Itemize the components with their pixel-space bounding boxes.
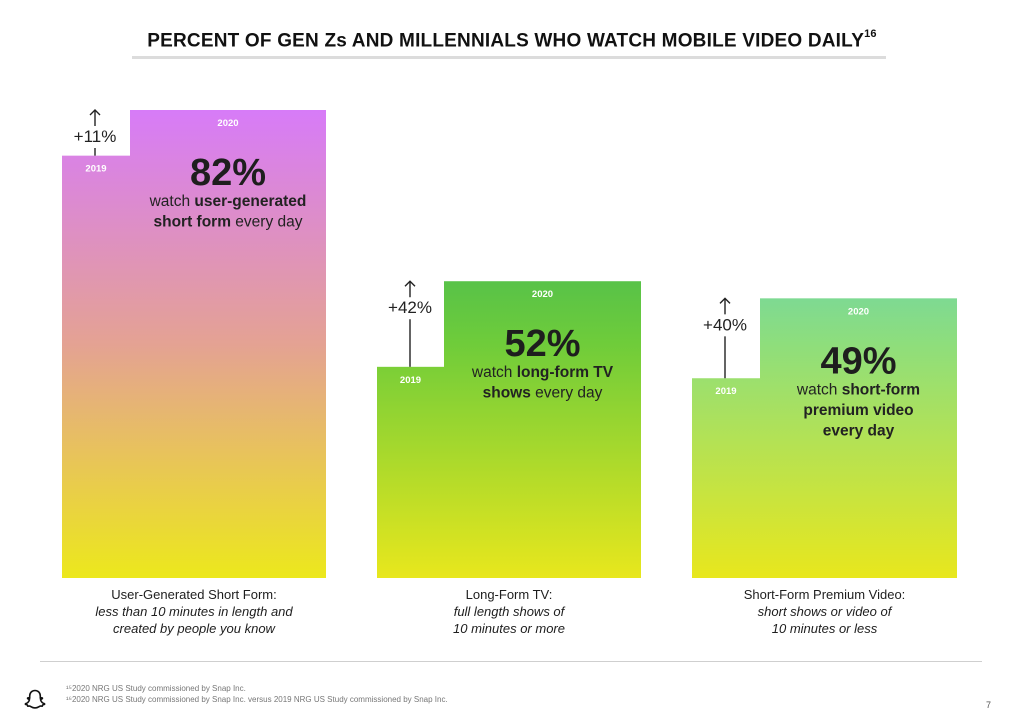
change-label: +40% bbox=[703, 315, 747, 334]
chart-title: PERCENT OF GEN Zs AND MILLENNIALS WHO WA… bbox=[147, 28, 877, 52]
description-line: watch user-generated bbox=[149, 193, 307, 210]
bar-2020-label: 2020 bbox=[848, 306, 869, 317]
description-line: short form every day bbox=[153, 214, 302, 231]
footer-divider bbox=[40, 661, 982, 662]
bar-2019-0 bbox=[62, 155, 130, 578]
page-number: 7 bbox=[985, 700, 991, 710]
bar-2020-2 bbox=[760, 298, 957, 578]
bar-2019-label: 2019 bbox=[715, 386, 736, 397]
description-line: shows every day bbox=[483, 385, 603, 402]
value-2020-label: 52% bbox=[504, 323, 580, 365]
bar-2020-1 bbox=[444, 281, 641, 578]
arrow-head-icon bbox=[89, 109, 101, 116]
change-label: +42% bbox=[388, 298, 432, 317]
bar-2020-label: 2020 bbox=[217, 118, 238, 129]
bar-2019-1 bbox=[377, 366, 444, 578]
value-2020-label: 82% bbox=[190, 152, 266, 194]
description-line: premium video bbox=[803, 402, 913, 419]
category-label: Long-Form TV: full length shows of 10 minu… bbox=[453, 587, 565, 636]
bar-chart: 2019 2020 +11% 82%watch user-generated short… bbox=[62, 109, 957, 578]
bar-2020-0 bbox=[130, 110, 326, 578]
arrow-head-icon bbox=[404, 280, 416, 287]
value-2020-label: 49% bbox=[820, 340, 896, 382]
bar-2019-label: 2019 bbox=[400, 375, 421, 386]
category-label: User-Generated Short Form: less than 10 m… bbox=[95, 587, 293, 636]
bar-2019-label: 2019 bbox=[85, 164, 106, 175]
bar-2020-label: 2020 bbox=[532, 289, 553, 300]
footnote-1: ¹⁵2020 NRG US Study commissioned by Snap… bbox=[66, 684, 246, 693]
snapchat-ghost-icon bbox=[24, 689, 46, 709]
footnote-2: ¹⁶2020 NRG US Study commissioned by Snap… bbox=[66, 695, 448, 704]
description-line: watch long-form TV bbox=[471, 364, 614, 381]
title-underline bbox=[132, 56, 886, 59]
category-label: Short-Form Premium Video: short shows or … bbox=[743, 587, 906, 636]
description-line: watch short-form bbox=[796, 381, 920, 398]
description-line: every day bbox=[823, 422, 895, 439]
bar-2019-2 bbox=[692, 378, 760, 578]
arrow-head-icon bbox=[719, 297, 731, 304]
change-label: +11% bbox=[74, 127, 117, 146]
